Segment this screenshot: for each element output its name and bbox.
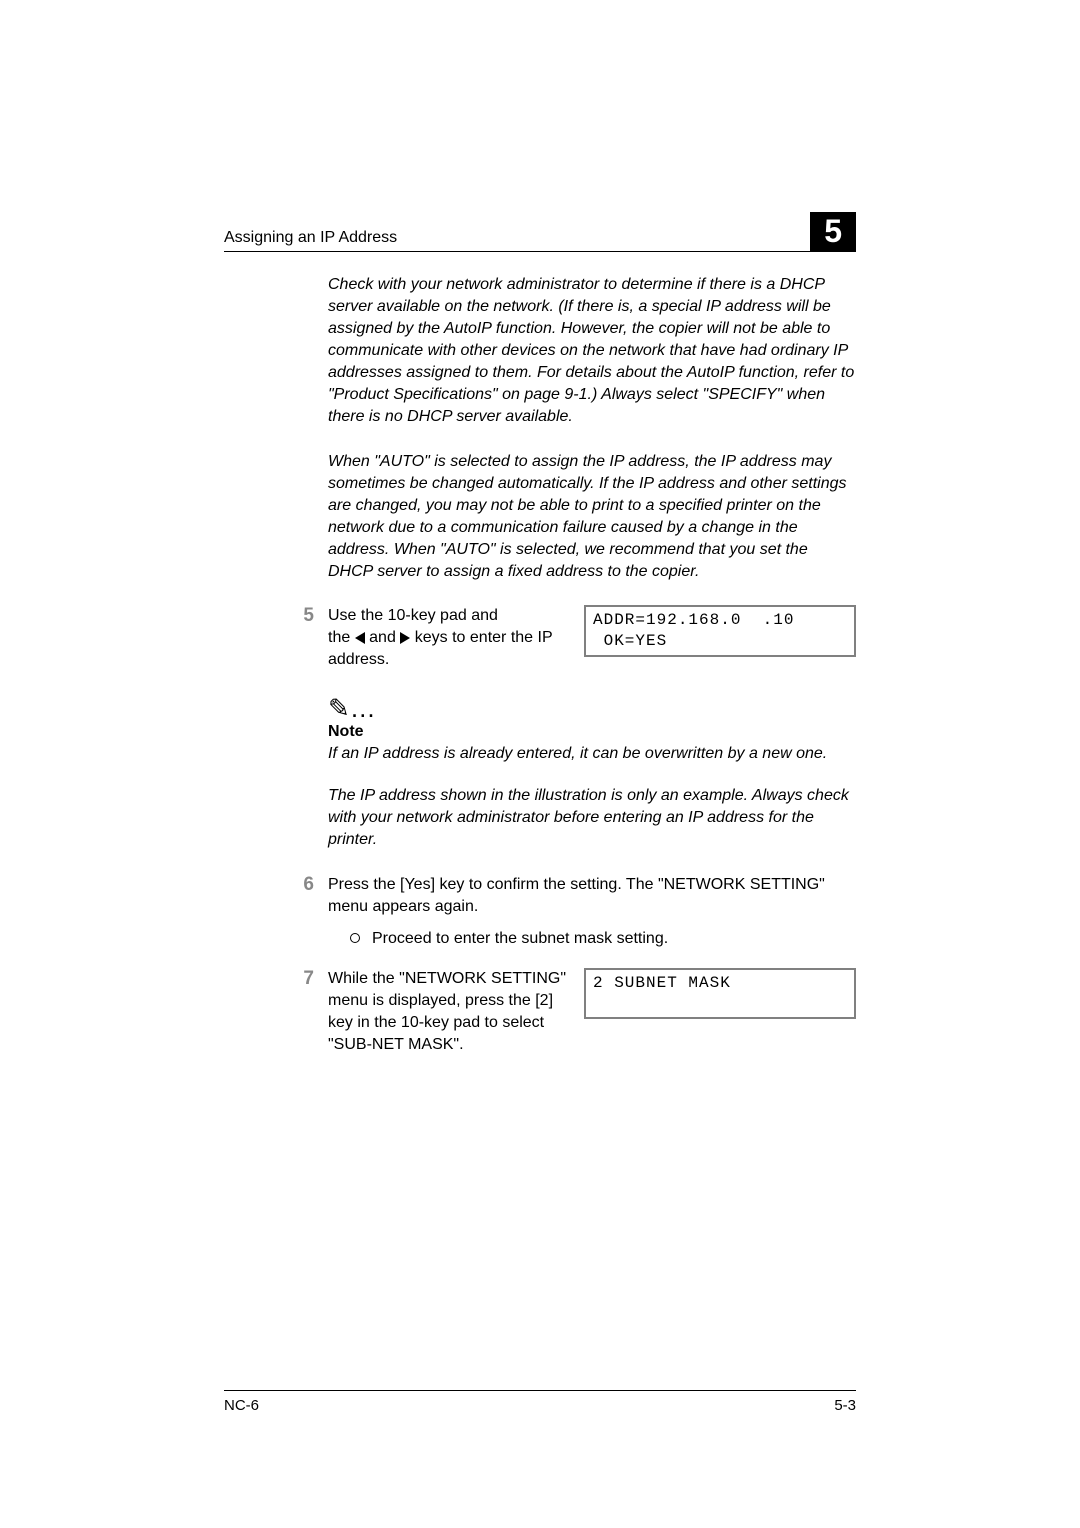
note-label: Note xyxy=(328,723,856,741)
lcd-line1: 2 SUBNET MASK xyxy=(593,974,731,992)
lcd-line1: ADDR=192.168.0 .10 xyxy=(593,611,794,629)
arrow-right-icon xyxy=(400,632,410,644)
note-text-2: The IP address shown in the illustration… xyxy=(328,785,856,851)
step5-text-c: and xyxy=(369,629,396,646)
step-number: 6 xyxy=(288,874,328,950)
step-body: Press the [Yes] key to confirm the setti… xyxy=(328,874,856,950)
step5-text-a: Use the 10-key pad and xyxy=(328,607,498,624)
step7-text: While the "NETWORK SETTING" menu is disp… xyxy=(328,968,570,1056)
header-title: Assigning an IP Address xyxy=(224,229,397,247)
arrow-left-icon xyxy=(355,632,365,644)
note-icon-row: ✎… xyxy=(328,695,856,721)
step-body: Use the 10-key pad and the and keys to e… xyxy=(328,605,856,671)
lcd-display: ADDR=192.168.0 .10 OK=YES xyxy=(584,605,856,657)
lcd-line2: OK=YES xyxy=(593,632,667,650)
page: Assigning an IP Address 5 Check with you… xyxy=(0,0,1080,1528)
step-7: 7 While the "NETWORK SETTING" menu is di… xyxy=(224,968,856,1056)
step5-text-e: address. xyxy=(328,651,389,668)
step-text: Use the 10-key pad and the and keys to e… xyxy=(328,605,570,671)
intro-paragraph-2: When "AUTO" is selected to assign the IP… xyxy=(328,451,856,583)
note-text-1: If an IP address is already entered, it … xyxy=(328,743,856,765)
intro-paragraph-1: Check with your network administrator to… xyxy=(328,274,856,429)
page-header: Assigning an IP Address 5 xyxy=(224,212,856,252)
lcd-display: 2 SUBNET MASK xyxy=(584,968,856,1020)
step5-text-b: the xyxy=(328,629,350,646)
footer-right: 5-3 xyxy=(834,1397,856,1414)
sub-bullet: Proceed to enter the subnet mask setting… xyxy=(350,928,856,950)
step-6: 6 Press the [Yes] key to confirm the set… xyxy=(224,874,856,950)
note-block: ✎… Note If an IP address is already ente… xyxy=(328,695,856,851)
step6-bullet-text: Proceed to enter the subnet mask setting… xyxy=(372,928,668,950)
circle-icon xyxy=(350,933,360,943)
step-number: 7 xyxy=(288,968,328,1056)
lcd-line2 xyxy=(593,995,604,1013)
chapter-number-badge: 5 xyxy=(810,212,856,251)
step-row: Use the 10-key pad and the and keys to e… xyxy=(328,605,856,671)
page-footer: NC-6 5-3 xyxy=(224,1390,856,1414)
pencil-icon: ✎ xyxy=(328,693,350,723)
step-number: 5 xyxy=(288,605,328,671)
step-5: 5 Use the 10-key pad and the and keys to… xyxy=(224,605,856,671)
step-body: While the "NETWORK SETTING" menu is disp… xyxy=(328,968,856,1056)
step-row: While the "NETWORK SETTING" menu is disp… xyxy=(328,968,856,1056)
footer-left: NC-6 xyxy=(224,1397,259,1414)
page-content: Check with your network administrator to… xyxy=(224,274,856,1056)
bullet-mark xyxy=(350,928,372,950)
dots-icon: … xyxy=(350,693,376,723)
step6-text: Press the [Yes] key to confirm the setti… xyxy=(328,876,825,915)
step5-text-d: keys to enter the IP xyxy=(415,629,553,646)
